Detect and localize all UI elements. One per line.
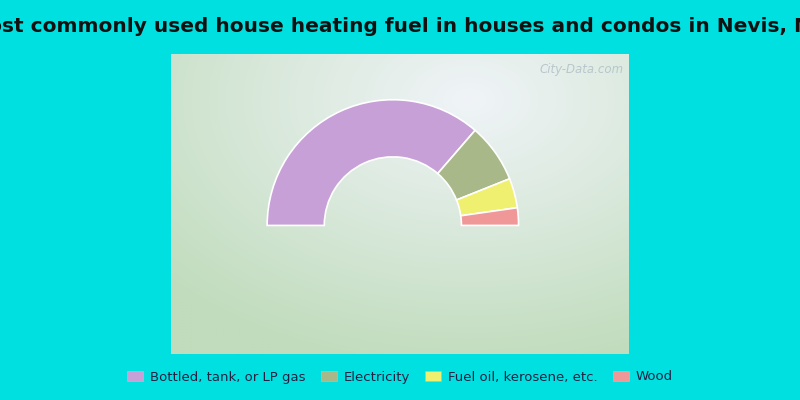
- Legend: Bottled, tank, or LP gas, Electricity, Fuel oil, kerosene, etc., Wood: Bottled, tank, or LP gas, Electricity, F…: [122, 365, 678, 389]
- Wedge shape: [457, 179, 518, 216]
- Text: City-Data.com: City-Data.com: [540, 63, 624, 76]
- Text: Most commonly used house heating fuel in houses and condos in Nevis, MN: Most commonly used house heating fuel in…: [0, 18, 800, 36]
- Wedge shape: [438, 130, 510, 200]
- Wedge shape: [461, 208, 518, 226]
- Wedge shape: [267, 100, 475, 226]
